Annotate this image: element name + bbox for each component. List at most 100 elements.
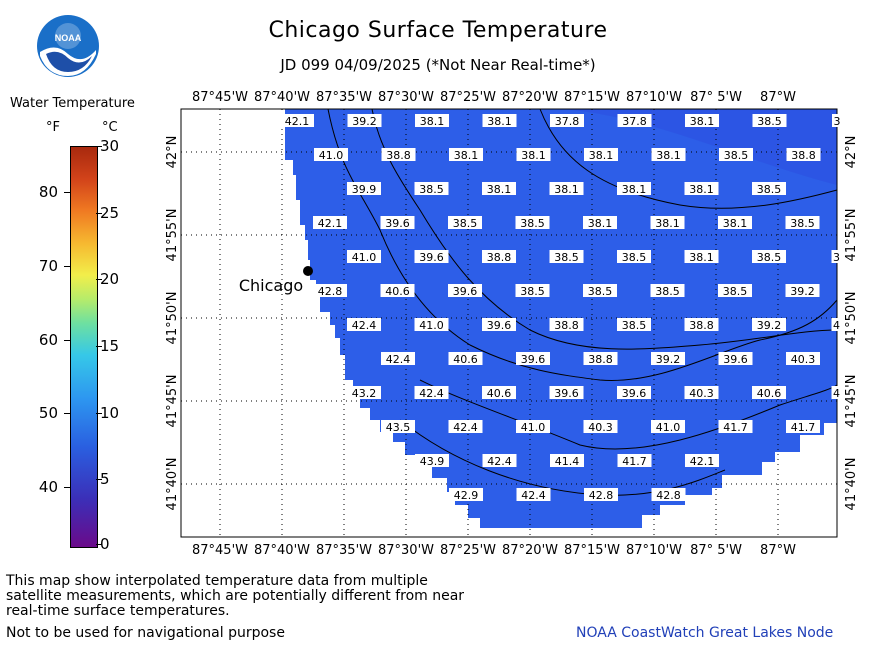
temp-label: 38.5 bbox=[655, 285, 680, 298]
temp-label: 38.5 bbox=[790, 217, 815, 230]
temp-label: 4 bbox=[833, 387, 840, 400]
longitude-label-top: 87°10'W bbox=[626, 90, 682, 105]
temp-label-box bbox=[617, 318, 651, 331]
temp-label: 41.4 bbox=[555, 455, 580, 468]
legend-tick-f: 70 bbox=[38, 257, 58, 275]
temp-label-box bbox=[617, 114, 652, 127]
temp-label: 38.1 bbox=[487, 115, 512, 128]
temp-label-box bbox=[482, 318, 516, 331]
longitude-label-bottom: 87°40'W bbox=[254, 543, 310, 558]
temp-label: 40.6 bbox=[487, 387, 512, 400]
isotherm-contour bbox=[327, 108, 838, 381]
temp-label: 41.7 bbox=[791, 421, 816, 434]
temp-label-box bbox=[414, 386, 449, 399]
temp-label-box bbox=[347, 318, 381, 331]
temp-label-box bbox=[515, 216, 550, 229]
legend-tick-c: 0 bbox=[100, 535, 110, 553]
temp-label: 39.9 bbox=[352, 183, 377, 196]
temp-label: 38.5 bbox=[723, 285, 748, 298]
temp-label: 39.2 bbox=[757, 319, 782, 332]
legend-tick-f: 40 bbox=[38, 478, 58, 496]
temp-label-box bbox=[832, 114, 842, 127]
temp-label-box bbox=[482, 250, 516, 263]
temp-label: 38.1 bbox=[690, 115, 715, 128]
temp-label: 42.4 bbox=[487, 455, 512, 468]
temp-label: 41.0 bbox=[419, 319, 444, 332]
temp-label-box bbox=[448, 284, 482, 297]
temp-label-box bbox=[515, 284, 550, 297]
unit-celsius: °C bbox=[102, 120, 118, 135]
temp-label-box bbox=[718, 216, 752, 229]
temp-label-box bbox=[786, 420, 820, 433]
temp-label-box bbox=[785, 284, 820, 297]
temp-label-box bbox=[448, 216, 482, 229]
temp-label: 37.8 bbox=[622, 115, 647, 128]
temp-label-box bbox=[650, 284, 685, 297]
temp-label: 38.5 bbox=[757, 251, 782, 264]
temp-label: 42.8 bbox=[318, 285, 343, 298]
temp-label: 38.1 bbox=[655, 217, 680, 230]
temp-label: 41.7 bbox=[622, 455, 647, 468]
longitude-label-bottom: 87°15'W bbox=[564, 543, 620, 558]
temp-label: 38.1 bbox=[656, 149, 681, 162]
temp-label-box bbox=[549, 318, 584, 331]
longitude-label-top: 87°25'W bbox=[440, 90, 496, 105]
temp-label-box bbox=[347, 386, 381, 399]
temp-label: 40.3 bbox=[588, 421, 613, 434]
temp-label-box bbox=[617, 454, 652, 467]
legend-tick-mark bbox=[96, 146, 102, 147]
temp-label: 38.8 bbox=[689, 319, 714, 332]
longitude-label-bottom: 87°W bbox=[760, 543, 796, 558]
temp-label-box bbox=[685, 114, 719, 127]
temp-label: 40.3 bbox=[689, 387, 714, 400]
temp-label: 40.6 bbox=[453, 353, 478, 366]
temp-label-box bbox=[449, 488, 483, 501]
temp-label: 40.6 bbox=[385, 285, 410, 298]
temp-label-box bbox=[482, 454, 517, 467]
temp-label: 38.8 bbox=[487, 251, 512, 264]
temp-label: 42.9 bbox=[454, 489, 479, 502]
temp-label-box bbox=[381, 352, 415, 365]
temp-label: 38.8 bbox=[386, 149, 411, 162]
temp-label: 38.8 bbox=[791, 149, 816, 162]
temp-label-box bbox=[448, 420, 483, 433]
credit-text: NOAA CoastWatch Great Lakes Node bbox=[576, 625, 834, 641]
temp-label: 38.8 bbox=[554, 319, 579, 332]
temp-label: 38.1 bbox=[454, 149, 479, 162]
temp-label: 38.1 bbox=[589, 149, 614, 162]
temp-label: 38.1 bbox=[420, 115, 445, 128]
legend-tick-c: 25 bbox=[100, 203, 120, 222]
temp-label-box bbox=[482, 182, 516, 195]
latitude-label-left: 41°45'N bbox=[165, 375, 180, 428]
temp-label-box bbox=[685, 454, 719, 467]
temp-label: 39.2 bbox=[790, 285, 815, 298]
temp-label: 38.5 bbox=[588, 285, 613, 298]
longitude-label-bottom: 87° 5'W bbox=[690, 543, 742, 558]
temp-label: 38.1 bbox=[588, 217, 613, 230]
temp-label-box bbox=[617, 386, 651, 399]
isotherm-contour bbox=[539, 108, 838, 209]
longitude-label-top: 87°45'W bbox=[192, 90, 248, 105]
temp-label: 42.4 bbox=[386, 353, 411, 366]
temp-label-box bbox=[651, 352, 685, 365]
longitude-label-bottom: 87°45'W bbox=[192, 543, 248, 558]
longitude-label-top: 87°15'W bbox=[564, 90, 620, 105]
temp-label: 42.4 bbox=[352, 319, 377, 332]
temperature-colorbar bbox=[70, 146, 98, 548]
legend-tick-mark bbox=[96, 412, 102, 414]
temp-label-box bbox=[482, 386, 516, 399]
temp-label-box bbox=[381, 420, 415, 433]
longitude-label-bottom: 87°35'W bbox=[316, 543, 372, 558]
longitude-label-top: 87°W bbox=[760, 90, 796, 105]
isotherm-contour bbox=[419, 379, 838, 450]
legend-tick-c: 5 bbox=[100, 470, 110, 489]
latitude-label-left: 42°N bbox=[165, 136, 180, 169]
legend-tick-c: 30 bbox=[100, 137, 120, 155]
temp-label: 41.0 bbox=[521, 421, 546, 434]
temp-label: 38.5 bbox=[554, 251, 579, 264]
longitude-label-top: 87°40'W bbox=[254, 90, 310, 105]
temp-label-box bbox=[684, 386, 719, 399]
temp-label-box bbox=[380, 284, 415, 297]
temp-label-box bbox=[381, 148, 416, 161]
temp-label-box bbox=[718, 352, 753, 365]
